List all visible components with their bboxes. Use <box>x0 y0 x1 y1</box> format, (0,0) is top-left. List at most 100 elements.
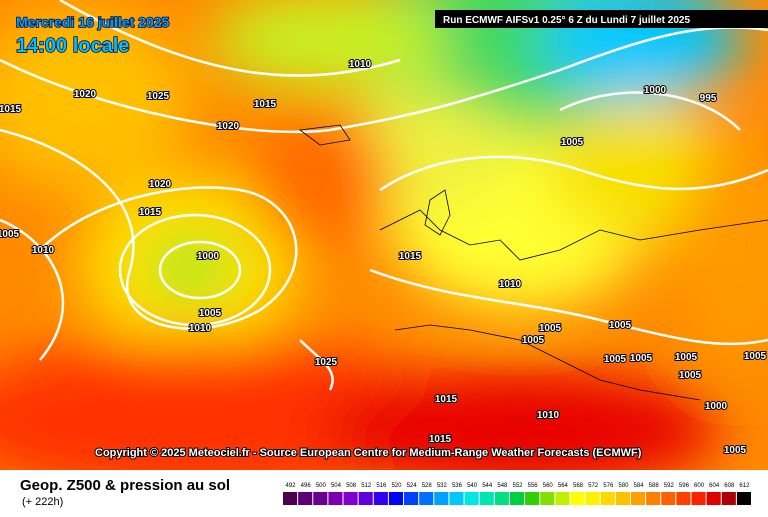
colorbar-swatch <box>630 492 646 505</box>
isobar-label: 1005 <box>724 445 747 456</box>
colorbar-swatch <box>721 492 736 505</box>
isobar-label: 1010 <box>189 323 212 334</box>
isobar-label: 1015 <box>429 434 452 445</box>
colorbar-label: 512 <box>361 483 372 489</box>
colorbar-swatch <box>691 492 706 505</box>
colorbar-label: 576 <box>603 483 614 489</box>
colorbar-label: 580 <box>618 483 629 489</box>
isobar-label: 1005 <box>744 351 767 362</box>
isobar-label: 1005 <box>199 308 222 319</box>
coastlines <box>298 124 768 401</box>
colorbar-swatch <box>358 492 373 505</box>
colorbar-label: 600 <box>694 483 705 489</box>
lead-time: (+ 222h) <box>22 496 63 508</box>
colorbar-swatch <box>676 492 691 505</box>
colorbar-swatch <box>540 492 555 505</box>
isobar-label: 1025 <box>147 91 170 102</box>
colorbar-swatch <box>615 492 630 505</box>
isobar-label: 1005 <box>0 229 20 240</box>
colorbar-swatch <box>509 492 525 505</box>
colorbar-swatch <box>555 492 570 505</box>
colorbar-label: 548 <box>497 483 508 489</box>
forecast-date: Mercredi 16 juillet 2025 <box>16 14 170 30</box>
run-info: Run ECMWF AIFSv1 0.25° 6 Z du Lundi 7 ju… <box>443 15 690 26</box>
isobars <box>0 0 768 391</box>
isobar-label: 1010 <box>32 245 55 256</box>
copyright: Copyright © 2025 Meteociel.fr - Source E… <box>95 447 642 459</box>
colorbar-label: 588 <box>649 483 660 489</box>
isobar-label: 1010 <box>349 59 372 70</box>
colorbar-swatch <box>585 492 600 505</box>
colorbar-swatch <box>525 492 540 505</box>
colorbar-label: 516 <box>376 483 387 489</box>
colorbar-swatch <box>328 492 343 505</box>
colorbar-swatch <box>298 492 313 505</box>
colorbar-label: 528 <box>422 483 433 489</box>
colorbar-label: 540 <box>467 483 478 489</box>
isobar-label: 1015 <box>399 251 422 262</box>
colorbar-swatch <box>646 492 661 505</box>
isobar-label: 1005 <box>604 354 627 365</box>
isobar-labels: 1015 1020 1025 1010 1015 1020 1000 995 1005 1020 1… <box>0 58 768 457</box>
colorbar-swatch <box>706 492 721 505</box>
colorbar-label: 584 <box>634 483 645 489</box>
isobar-label: 1010 <box>499 279 522 290</box>
colorbar-swatch <box>343 492 358 505</box>
isobar-label: 1020 <box>149 179 172 190</box>
colorbar-swatch <box>570 492 585 505</box>
isobar-label: 1005 <box>609 320 632 331</box>
colorbar-swatch <box>373 492 388 505</box>
colorbar-swatch <box>388 492 404 505</box>
isobar-label: 995 <box>700 93 717 104</box>
colorbar-label: 556 <box>528 483 539 489</box>
colorbar-label: 520 <box>391 483 402 489</box>
colorbar-swatch <box>494 492 509 505</box>
colorbar-swatch <box>419 492 434 505</box>
colorbar-label: 572 <box>588 483 599 489</box>
colorbar-label: 568 <box>573 483 584 489</box>
isobar-label: 1000 <box>705 401 728 412</box>
colorbar-label: 508 <box>346 483 357 489</box>
colorbar-label: 552 <box>512 483 523 489</box>
colorbar-swatch <box>661 492 676 505</box>
colorbar-label: 496 <box>301 483 312 489</box>
isobar-label: 1005 <box>561 137 584 148</box>
isobar-label: 1005 <box>522 335 545 346</box>
isobar-label: 1005 <box>675 352 698 363</box>
isobar-label: 1005 <box>539 323 562 334</box>
field <box>0 0 768 470</box>
colorbar-label: 612 <box>739 483 750 489</box>
colorbar-swatch <box>313 492 328 505</box>
colorbar-swatch <box>464 492 479 505</box>
colorbar-label: 560 <box>543 483 554 489</box>
colorbar-label: 536 <box>452 483 463 489</box>
isobar-label: 1015 <box>0 104 22 115</box>
isobar-label: 1020 <box>217 121 240 132</box>
colorbar-label: 532 <box>437 483 448 489</box>
colorbar-label: 544 <box>482 483 493 489</box>
colorbar-swatch <box>479 492 494 505</box>
colorbar-swatch <box>434 492 449 505</box>
isobar-label: 1005 <box>679 370 702 381</box>
footer-title: Geop. Z500 & pression au sol <box>20 477 230 494</box>
isobar-label: 1015 <box>435 394 458 405</box>
colorbar-swatch <box>600 492 615 505</box>
isobar-label: 1025 <box>315 357 338 368</box>
isobar-label: 1015 <box>254 99 277 110</box>
isobar-label: 1020 <box>74 89 97 100</box>
isobar-label: 1000 <box>644 85 667 96</box>
colorbar-label: 564 <box>558 483 569 489</box>
colorbar: 492 496 500 504 508 512 516 520 524 528 532 536 540 5… <box>283 483 751 505</box>
colorbar-swatch <box>449 492 464 505</box>
colorbar-label: 504 <box>331 483 342 489</box>
run-box <box>435 10 768 28</box>
isobar-label: 1000 <box>197 251 220 262</box>
colorbar-swatch <box>404 492 419 505</box>
isobar-label: 1010 <box>537 410 560 421</box>
colorbar-swatch <box>283 492 298 505</box>
colorbar-label: 604 <box>709 483 720 489</box>
colorbar-swatch <box>736 492 751 505</box>
colorbar-label: 492 <box>286 483 297 489</box>
forecast-time: 14:00 locale <box>16 35 129 57</box>
